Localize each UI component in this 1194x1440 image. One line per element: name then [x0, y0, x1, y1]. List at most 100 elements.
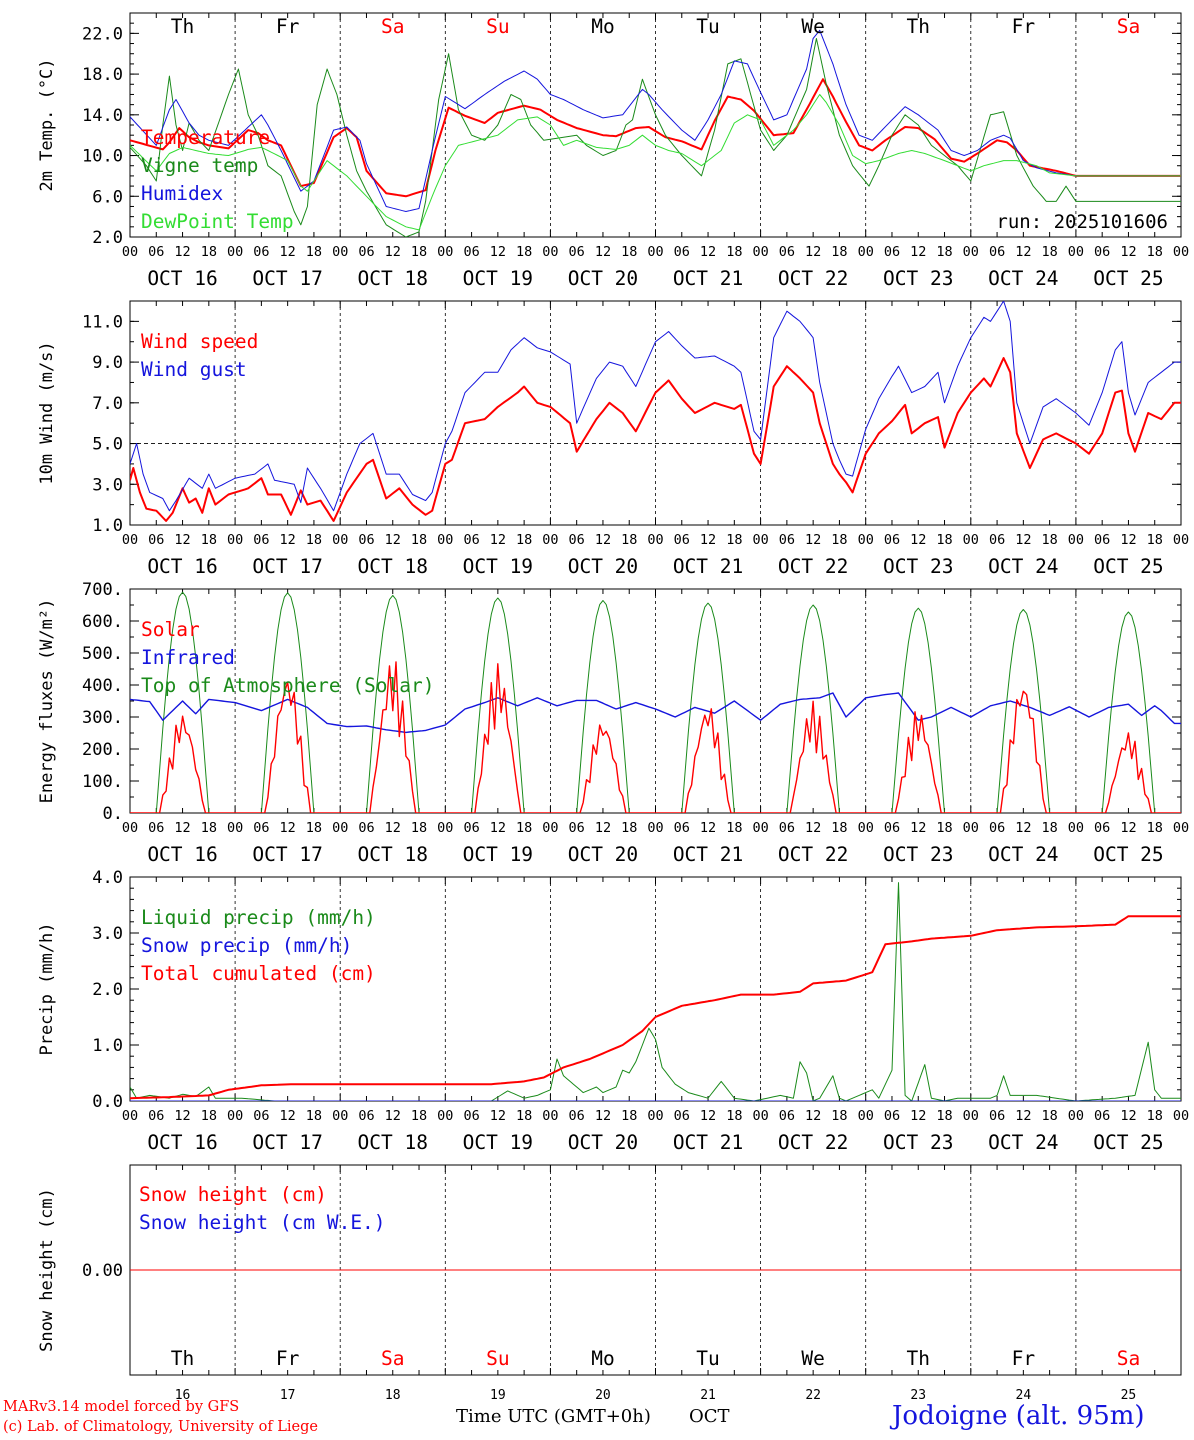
hour-label: 06 — [358, 1108, 374, 1124]
series-group — [130, 301, 1181, 522]
series-line — [130, 78, 1181, 198]
series-line — [130, 301, 1181, 512]
date-label: OCT 23 — [883, 555, 953, 578]
date-label: OCT 22 — [778, 843, 848, 866]
hour-label: 12 — [174, 532, 190, 548]
hour-label: 06 — [779, 1108, 795, 1124]
legend-entry: Snow height (cm W.E.) — [139, 1211, 386, 1234]
hour-label: 12 — [1015, 820, 1031, 836]
day-of-week-top: Th — [171, 15, 194, 38]
hour-label: 12 — [1120, 244, 1136, 260]
y-tick-label: 0.0 — [92, 1092, 123, 1112]
date-label: OCT 22 — [778, 267, 848, 290]
day-number: 20 — [595, 1388, 611, 1403]
hour-label: 18 — [1041, 1108, 1057, 1124]
legend-entry: Humidex — [141, 182, 223, 205]
hour-label: 06 — [463, 820, 479, 836]
hour-label: 00 — [647, 244, 663, 260]
y-tick-label: 400. — [82, 676, 123, 696]
date-label: OCT 18 — [358, 267, 428, 290]
hour-label: 00 — [542, 1108, 558, 1124]
hour-label: 12 — [805, 820, 821, 836]
hour-label: 00 — [858, 532, 874, 548]
y-tick-label: 700. — [82, 580, 123, 600]
hour-label: 06 — [1094, 244, 1110, 260]
series-line — [130, 29, 1181, 212]
hour-label: 00 — [437, 244, 453, 260]
hour-label: 12 — [385, 532, 401, 548]
y-tick-label: 2.0 — [92, 228, 123, 248]
day-of-week-bottom: Mo — [591, 1347, 614, 1370]
hour-label: 18 — [621, 1108, 637, 1124]
hour-label: 18 — [621, 532, 637, 548]
hour-label: 00 — [752, 244, 768, 260]
hour-label: 06 — [989, 244, 1005, 260]
legend-entry: Snow precip (mm/h) — [141, 934, 352, 957]
day-of-week-bottom: Th — [171, 1347, 194, 1370]
y-tick-label: 11.0 — [82, 312, 123, 332]
series-line — [130, 38, 1181, 237]
hour-label: 00 — [332, 1108, 348, 1124]
date-label: OCT 25 — [1093, 267, 1163, 290]
hour-label: 12 — [1120, 532, 1136, 548]
hour-label: 12 — [910, 532, 926, 548]
hour-label: 00 — [752, 532, 768, 548]
hour-label: 12 — [385, 1108, 401, 1124]
hour-label: 06 — [253, 244, 269, 260]
hour-label: 00 — [858, 244, 874, 260]
hour-label: 18 — [1147, 820, 1163, 836]
hour-label: 06 — [253, 820, 269, 836]
hour-label: 18 — [201, 820, 217, 836]
hour-label: 00 — [542, 820, 558, 836]
hour-label: 06 — [358, 244, 374, 260]
hour-label: 18 — [306, 820, 322, 836]
hour-label: 18 — [936, 244, 952, 260]
hour-label: 12 — [1120, 1108, 1136, 1124]
date-label: OCT 24 — [988, 843, 1058, 866]
panel-frame — [129, 300, 1182, 526]
day-number: 16 — [175, 1388, 191, 1403]
day-of-week-bottom: Th — [907, 1347, 930, 1370]
date-label: OCT 19 — [463, 555, 533, 578]
hour-label: 00 — [332, 532, 348, 548]
hour-label: 00 — [542, 532, 558, 548]
date-label: OCT 18 — [358, 1131, 428, 1154]
hour-label: 00 — [1068, 1108, 1084, 1124]
hour-label: 06 — [779, 244, 795, 260]
date-label: OCT 25 — [1093, 555, 1163, 578]
hour-label: 12 — [805, 244, 821, 260]
hour-label: 00 — [1068, 820, 1084, 836]
y-tick-label: 6.0 — [92, 187, 123, 207]
hour-label: 12 — [1015, 244, 1031, 260]
hour-label: 18 — [1147, 532, 1163, 548]
hour-label: 00 — [752, 1108, 768, 1124]
hour-label: 06 — [148, 532, 164, 548]
hour-label: 06 — [674, 820, 690, 836]
copyright-credit: (c) Lab. of Climatology, University of L… — [3, 1419, 318, 1435]
hour-label: 06 — [148, 820, 164, 836]
hour-label: 00 — [227, 532, 243, 548]
hour-label: 00 — [122, 1108, 138, 1124]
hour-label: 00 — [1173, 532, 1189, 548]
date-label: OCT 19 — [463, 1131, 533, 1154]
hour-label: 18 — [306, 244, 322, 260]
hour-label: 12 — [1015, 1108, 1031, 1124]
hour-label: 00 — [542, 244, 558, 260]
day-number: 21 — [700, 1388, 716, 1403]
hour-label: 06 — [463, 532, 479, 548]
hour-label: 18 — [516, 244, 532, 260]
day-of-week-bottom: Fr — [276, 1347, 299, 1370]
day-of-week-top: Sa — [381, 15, 404, 38]
hour-label: 06 — [569, 1108, 585, 1124]
hour-label: 06 — [779, 820, 795, 836]
date-label: OCT 19 — [463, 267, 533, 290]
hour-label: 18 — [726, 820, 742, 836]
hour-label: 12 — [490, 244, 506, 260]
hour-label: 12 — [700, 1108, 716, 1124]
y-axis-label: Precip (mm/h) — [37, 922, 57, 1055]
legend-entry: Temperature — [141, 126, 270, 149]
hour-label: 06 — [358, 820, 374, 836]
hour-label: 12 — [595, 532, 611, 548]
hour-label: 00 — [858, 1108, 874, 1124]
